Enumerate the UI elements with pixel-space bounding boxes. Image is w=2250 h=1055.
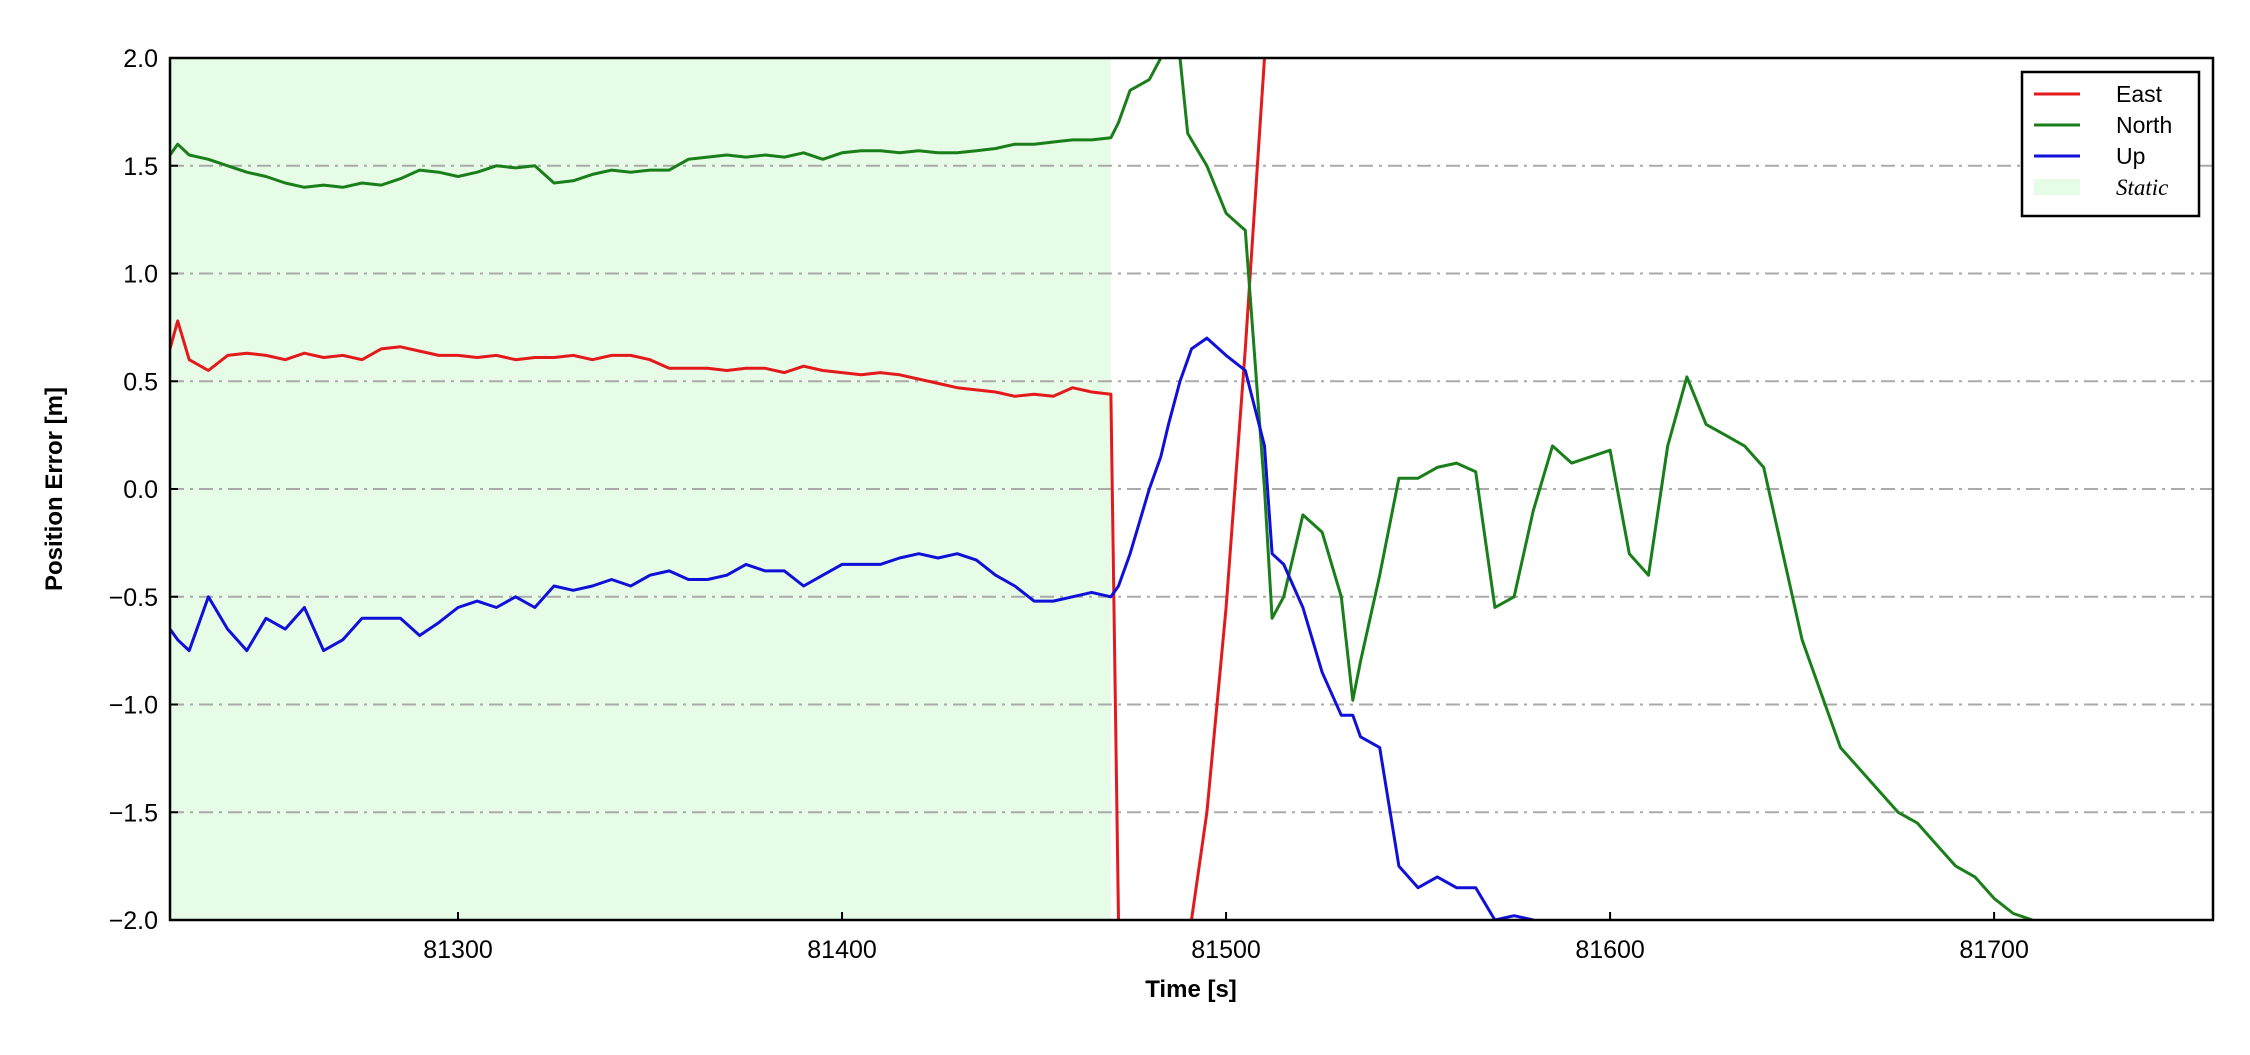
y-tick-label: 0.0 [123, 476, 158, 504]
legend: East North Up Static [2020, 70, 2201, 218]
legend-label: Up [2116, 143, 2145, 169]
y-tick-label: −2.0 [109, 907, 158, 935]
y-tick-label: −1.5 [109, 799, 158, 827]
series-line [170, 336, 1534, 920]
y-tick-label: 1.0 [123, 261, 158, 289]
legend-swatch [2034, 179, 2080, 195]
lines [170, 58, 2033, 920]
y-tick-label: −1.0 [109, 692, 158, 720]
y-axis-label: Position Error [m] [41, 387, 68, 591]
y-tick-label: 2.0 [123, 45, 158, 73]
x-axis-label: Time [s] [1145, 976, 1237, 1003]
series-line [170, 58, 1266, 920]
x-tick-label: 81400 [807, 936, 877, 964]
y-tick-label: 0.5 [123, 368, 158, 396]
axes: −2.0 −1.5 −1.0 −0.5 0.0 0.5 1.0 1.5 2.0 81300 8140… [109, 45, 2029, 964]
y-tick-label: 1.5 [123, 153, 158, 181]
x-tick-label: 81700 [1959, 936, 2029, 964]
x-tick-label: 81300 [423, 936, 493, 964]
x-tick-label: 81500 [1191, 936, 1261, 964]
legend-label: East [2116, 81, 2163, 107]
x-tick-label: 81600 [1575, 936, 1645, 964]
legend-label: Static [2116, 175, 2168, 200]
y-tick-label: −0.5 [109, 584, 158, 612]
legend-label: North [2116, 112, 2172, 138]
series-line [170, 58, 2033, 920]
